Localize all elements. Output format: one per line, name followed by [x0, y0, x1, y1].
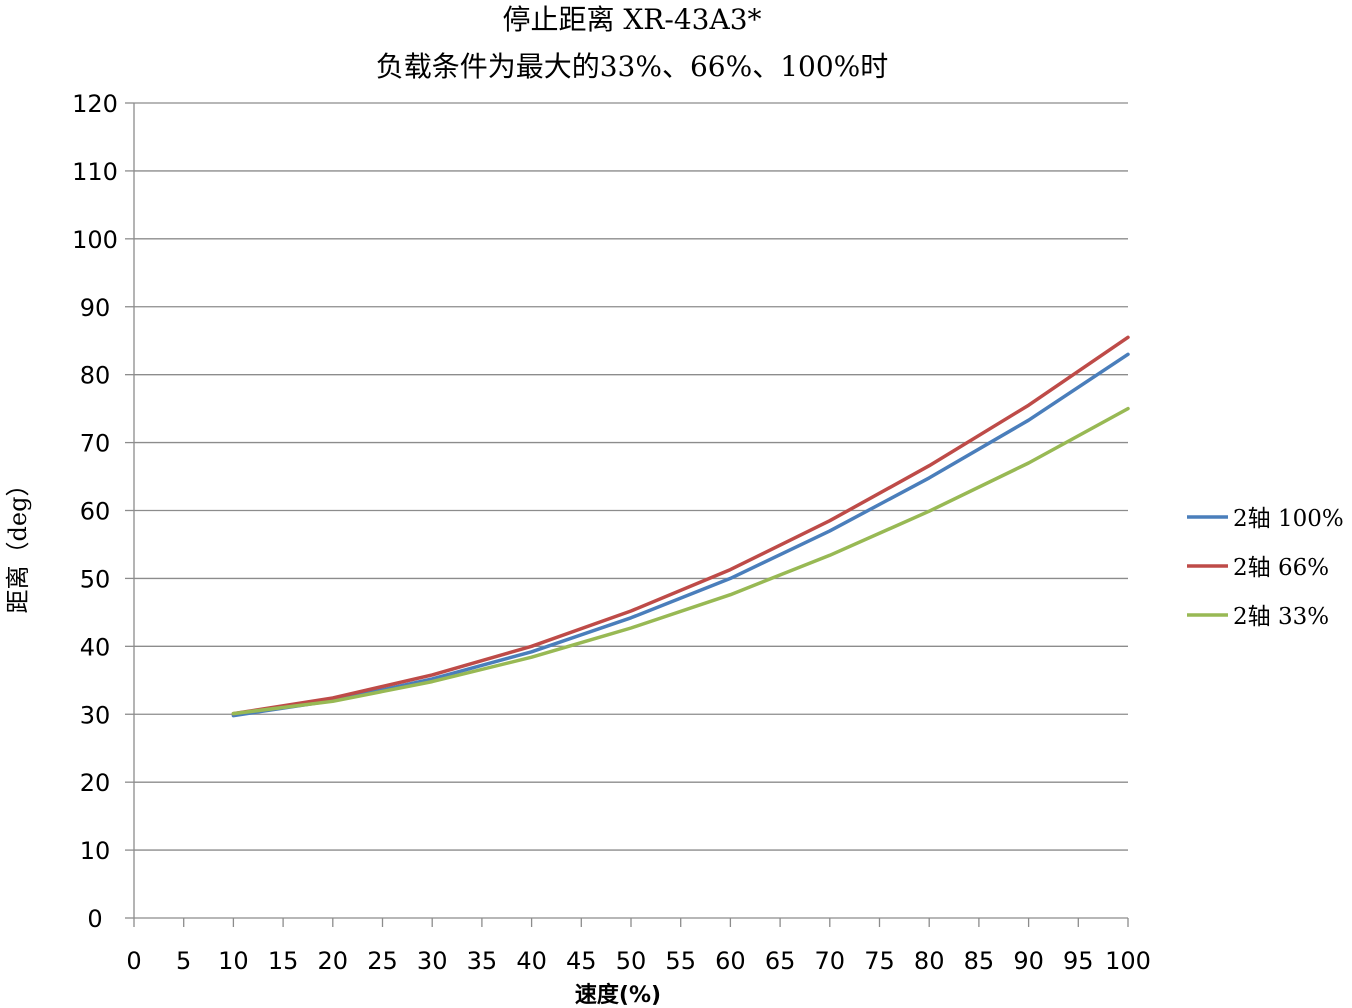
x-axis-label: 速度(%) — [575, 982, 661, 1008]
x-tick-label: 85 — [964, 947, 995, 975]
chart-title: 停止距离 XR-43A3* — [502, 3, 761, 36]
grid-lines — [134, 102, 1128, 851]
y-axis-label: 距离（deg） — [4, 473, 32, 614]
y-tick-label: 0 — [87, 905, 102, 933]
x-tick-label: 20 — [318, 947, 349, 975]
legend-label-0: 2轴 100% — [1233, 506, 1344, 532]
x-tick-label: 90 — [1013, 947, 1044, 975]
y-tick-label: 20 — [80, 769, 111, 797]
y-tick-label: 120 — [72, 90, 118, 118]
x-tick-label: 30 — [417, 947, 448, 975]
legend-label-1: 2轴 66% — [1233, 555, 1329, 581]
y-tick-label: 80 — [80, 362, 111, 390]
x-tick-label: 100 — [1105, 947, 1151, 975]
series-line-2 — [231, 406, 1130, 716]
y-tick-label: 100 — [72, 226, 118, 254]
series-lines — [231, 335, 1130, 718]
y-tick-label: 90 — [80, 294, 111, 322]
x-tick-label: 55 — [665, 947, 696, 975]
x-tick-label: 0 — [126, 947, 141, 975]
x-tick-label: 75 — [864, 947, 895, 975]
x-tick-label: 50 — [616, 947, 647, 975]
y-tick-label: 10 — [80, 837, 111, 865]
x-tick-label: 5 — [176, 947, 191, 975]
x-tick-label: 70 — [815, 947, 846, 975]
x-tick-label: 10 — [218, 947, 249, 975]
y-tick-label: 110 — [72, 158, 118, 186]
y-axis-ticks: 0 10 20 30 40 50 60 70 80 90 100 110 120 — [72, 90, 134, 933]
series-line-0 — [231, 352, 1130, 718]
x-tick-label: 15 — [268, 947, 299, 975]
y-tick-label: 50 — [80, 565, 111, 593]
y-tick-label: 30 — [80, 701, 111, 729]
y-tick-label: 70 — [80, 430, 111, 458]
x-tick-label: 40 — [516, 947, 547, 975]
x-tick-label: 80 — [914, 947, 945, 975]
x-tick-label: 45 — [566, 947, 597, 975]
legend-label-2: 2轴 33% — [1233, 604, 1329, 630]
legend: 2轴 100% 2轴 66% 2轴 33% — [1187, 506, 1344, 630]
x-tick-label: 35 — [467, 947, 498, 975]
y-tick-label: 40 — [80, 633, 111, 661]
x-tick-label: 60 — [715, 947, 746, 975]
x-tick-label: 65 — [765, 947, 796, 975]
chart-subtitle: 负载条件为最大的33%、66%、100%时 — [376, 50, 889, 83]
x-tick-label: 25 — [367, 947, 398, 975]
series-line-1 — [231, 335, 1130, 716]
y-tick-label: 60 — [80, 498, 111, 526]
x-axis-ticks: 0 5 10 15 20 25 30 35 40 45 50 55 60 65 70 75 80 85 90 95 10… — [126, 918, 1151, 975]
x-tick-label: 95 — [1063, 947, 1094, 975]
